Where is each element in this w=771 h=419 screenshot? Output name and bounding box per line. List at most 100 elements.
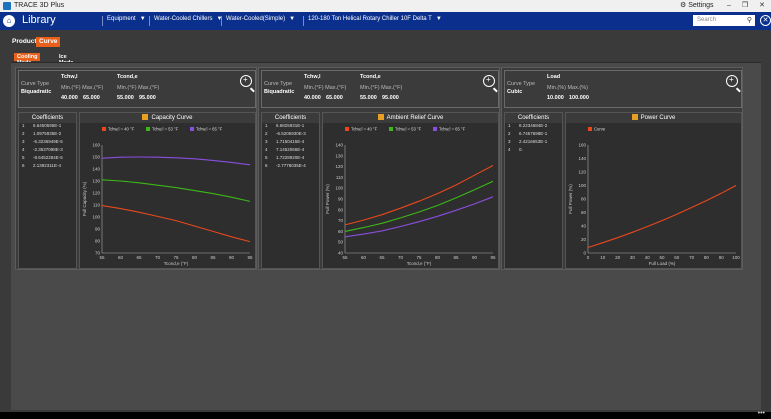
x-tick-label: 80 bbox=[435, 255, 441, 260]
coefficient-row: 2 6.7457698E-1 bbox=[508, 131, 548, 136]
breadcrumb-water-cooled-simple[interactable]: Water-Cooled(Simple) ▼ bbox=[221, 16, 295, 26]
coefficient-row: 5 -8.6452284E-5 bbox=[22, 155, 63, 160]
x-tick-label: 75 bbox=[173, 255, 179, 260]
legend-entry: Tchw,l = 53 °F bbox=[152, 127, 179, 132]
y-tick-label: 140 bbox=[578, 156, 586, 161]
x-tick-label: 55 bbox=[99, 255, 105, 260]
coefficient-row: 3 2.4216653E-1 bbox=[508, 139, 548, 144]
zoom-icon[interactable]: + bbox=[483, 75, 495, 87]
coefficient-row: 1 6.6825931E-1 bbox=[265, 123, 305, 128]
legend-entry: Curve bbox=[594, 127, 606, 132]
zoom-icon[interactable]: + bbox=[240, 75, 252, 87]
y-tick-label: 90 bbox=[95, 227, 101, 232]
var1-max: 100.000 bbox=[569, 95, 589, 101]
var1-name: Tchw,l bbox=[304, 74, 321, 80]
curve-type-value: Cubic bbox=[507, 89, 523, 95]
zoom-icon[interactable]: + bbox=[726, 75, 738, 87]
y-tick-label: 80 bbox=[338, 207, 344, 212]
close-icon[interactable]: ✕ bbox=[759, 2, 765, 9]
search-input[interactable]: Search ⚲ bbox=[693, 15, 755, 26]
more-icon[interactable]: ••• bbox=[757, 410, 765, 417]
var1-name: Load bbox=[547, 74, 561, 80]
x-tick-label: 95 bbox=[247, 255, 253, 260]
x-tick-label: 65 bbox=[136, 255, 142, 260]
coefficient-value: 6.6450595E-1 bbox=[33, 123, 62, 128]
var2-min: 55.000 bbox=[117, 95, 134, 101]
settings-label: Settings bbox=[688, 2, 714, 9]
y-tick-label: 100 bbox=[92, 215, 100, 220]
coefficient-row: 1 8.2234684E-2 bbox=[508, 123, 548, 128]
power-chart: 0 20 40 60 80 100 120 140 160 0 10 20 30 40 50 60 70 80 90… bbox=[568, 127, 740, 267]
curve-type-label: Curve Type bbox=[21, 81, 50, 87]
coefficient-value: -2.7778035E-4 bbox=[276, 163, 306, 168]
series-line bbox=[344, 165, 494, 226]
coefficient-value: -6.5205930E-3 bbox=[276, 131, 306, 136]
coefficients-list: Coefficients 1 8.2234684E-2 2 6.7457698E-1… bbox=[504, 112, 563, 269]
curve-type-value: Biquadratic bbox=[264, 89, 295, 95]
power-chart-box: Power Curve 0 20 40 60 80 100 120 140 160 0 10 20 30… bbox=[565, 112, 742, 269]
x-tick-label: 20 bbox=[615, 255, 621, 260]
var1-max: 65.000 bbox=[83, 95, 100, 101]
x-tick-label: 90 bbox=[229, 255, 235, 260]
breadcrumb-chiller-model[interactable]: 120-180 Ton Helical Rotary Chiller 10F D… bbox=[303, 16, 442, 26]
y-tick-label: 130 bbox=[92, 179, 100, 184]
y-tick-label: 150 bbox=[92, 155, 100, 160]
chart-icon bbox=[631, 114, 638, 120]
minimize-icon[interactable]: – bbox=[727, 2, 731, 9]
close-library-icon[interactable]: ✕ bbox=[760, 15, 771, 26]
chart-icon bbox=[142, 114, 149, 120]
x-tick-label: 70 bbox=[155, 255, 161, 260]
x-tick-label: 55 bbox=[342, 255, 348, 260]
coefficient-value: 8.2234684E-2 bbox=[519, 123, 548, 128]
settings-button[interactable]: ⚙ Settings bbox=[680, 2, 714, 9]
breadcrumb-label: Water-Cooled(Simple) bbox=[226, 16, 286, 22]
coefficient-row: 2 -6.5205930E-3 bbox=[265, 131, 306, 136]
y-axis-label: Full Power (%) bbox=[325, 184, 330, 214]
curve-info: Curve Type Biquadratic Tchw,l Min.(°F) M… bbox=[261, 70, 499, 108]
legend-swatch bbox=[102, 127, 106, 131]
coefficients-header: Coefficients bbox=[505, 113, 562, 123]
x-tick-label: 90 bbox=[472, 255, 478, 260]
home-icon[interactable]: ⌂ bbox=[3, 15, 15, 27]
var1-min: 40.000 bbox=[61, 95, 78, 101]
x-tick-label: 50 bbox=[659, 255, 665, 260]
x-tick-label: 60 bbox=[674, 255, 680, 260]
coefficient-row: 6 2.1392311E-4 bbox=[22, 163, 61, 168]
tab-curve[interactable]: Curve bbox=[36, 37, 61, 47]
maximize-icon[interactable]: ❐ bbox=[741, 2, 749, 9]
y-tick-label: 50 bbox=[338, 240, 344, 245]
ambient-relief-curve-panel: Curve Type Biquadratic Tchw,l Min.(°F) M… bbox=[258, 67, 500, 270]
y-tick-label: 160 bbox=[92, 143, 100, 148]
breadcrumb-label: 120-180 Ton Helical Rotary Chiller 10F D… bbox=[308, 16, 432, 22]
chart-header: Capacity Curve bbox=[80, 113, 255, 123]
search-placeholder: Search bbox=[697, 17, 717, 23]
coefficient-row: 6 -2.7778035E-4 bbox=[265, 163, 306, 168]
coefficient-value: 6.7457698E-1 bbox=[519, 131, 548, 136]
coefficient-value: 7.1452066E-4 bbox=[276, 147, 305, 152]
y-axis-label: Full Capacity (%) bbox=[82, 181, 87, 216]
chevron-down-icon: ▼ bbox=[139, 16, 146, 22]
x-tick-label: 10 bbox=[600, 255, 606, 260]
tab-product[interactable]: Product bbox=[12, 38, 37, 45]
tab-cooling-mode[interactable]: Cooling Mode bbox=[14, 53, 41, 66]
breadcrumb-equipment[interactable]: Equipment ▼ bbox=[102, 16, 146, 26]
var1-min: 10.000 bbox=[547, 95, 564, 101]
var1-minmax-label: Min.(%) Max.(%) bbox=[547, 85, 588, 91]
legend-swatch bbox=[146, 127, 150, 131]
breadcrumb-water-cooled-chillers[interactable]: Water-Cooled Chillers ▼ bbox=[149, 16, 222, 26]
capacity-curve-panel: Curve Type Biquadratic Tchw,l Min.(°F) M… bbox=[15, 67, 257, 270]
x-tick-label: 85 bbox=[453, 255, 459, 260]
page-title: Library bbox=[22, 14, 56, 26]
power-curve-panel: Curve Type Cubic Load Min.(%) Max.(%) 10… bbox=[501, 67, 743, 270]
tab-ice-mode[interactable]: Ice Mode bbox=[59, 54, 73, 66]
chevron-down-icon: ▼ bbox=[289, 16, 296, 22]
y-tick-label: 110 bbox=[93, 203, 101, 208]
coefficients-list: Coefficients 1 6.6825931E-1 2 -6.5205930E-… bbox=[261, 112, 320, 269]
coefficient-row: 4 -2.3537098E-3 bbox=[22, 147, 63, 152]
coefficient-value: 0. bbox=[519, 147, 523, 152]
curve-type-value: Biquadratic bbox=[21, 89, 52, 95]
x-tick-label: 80 bbox=[704, 255, 710, 260]
curve-info: Curve Type Biquadratic Tchw,l Min.(°F) M… bbox=[18, 70, 256, 108]
y-tick-label: 110 bbox=[336, 175, 344, 180]
var1-min: 40.000 bbox=[304, 95, 321, 101]
